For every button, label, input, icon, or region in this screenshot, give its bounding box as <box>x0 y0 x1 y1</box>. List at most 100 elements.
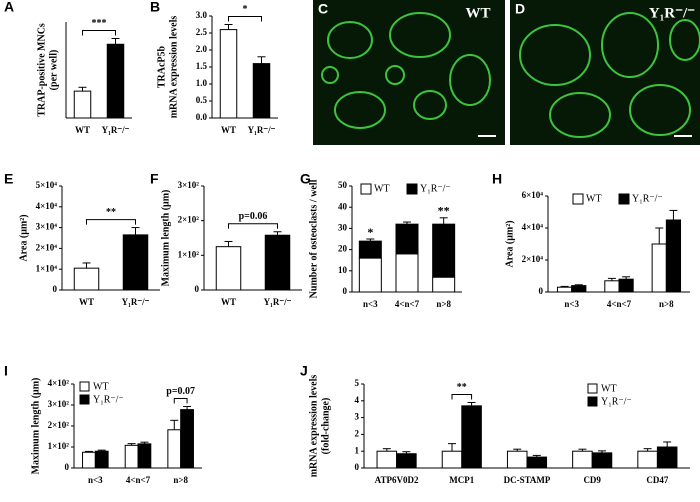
bar <box>618 278 634 293</box>
y-tick-label: 2×10² <box>178 215 200 225</box>
bar <box>137 443 152 469</box>
y-axis-label: Maximum length (μm) <box>160 190 171 287</box>
y-tick-label: 1×10² <box>48 441 70 451</box>
x-tick-label: WT <box>221 297 236 307</box>
y-tick-label: 1.0 <box>196 78 208 88</box>
panel-letter: G <box>300 171 311 187</box>
y-tick-label: 3×10² <box>178 180 200 190</box>
panel-letter: F <box>150 171 159 187</box>
y-tick-label: 2×10⁴ <box>522 254 544 264</box>
x-tick-label: Y₁R⁻/⁻ <box>122 297 150 307</box>
panel-letter: E <box>4 171 13 187</box>
y-tick-label: 0 <box>195 284 200 294</box>
y-axis-label: Maximum length (μm) <box>30 378 41 475</box>
significance-bracket <box>173 397 188 404</box>
x-tick-label: n<3 <box>363 299 378 309</box>
y-tick-label: 40 <box>338 201 348 211</box>
image <box>313 0 505 145</box>
y-tick-label: 10 <box>338 265 348 275</box>
bar-segment <box>432 276 456 293</box>
bar <box>591 452 613 469</box>
legend-label: WT <box>601 383 617 394</box>
x-tick-label: n<3 <box>88 475 103 485</box>
y-tick-label: 2.5 <box>196 27 208 37</box>
y-tick-label: 6×10⁴ <box>522 190 544 200</box>
y-tick-label: 1×10⁴ <box>36 263 58 273</box>
panel-letter: D <box>515 1 525 17</box>
x-tick-label: DC-STAMP <box>504 475 551 485</box>
bar <box>219 29 238 119</box>
legend-swatch <box>572 193 584 205</box>
significance-bracket <box>86 219 136 225</box>
y-axis-label: (per well) <box>48 50 59 91</box>
bar <box>604 280 620 293</box>
significance-bracket <box>228 223 278 229</box>
y-axis-label: (fold-change) <box>320 398 331 455</box>
legend-swatch <box>406 183 418 195</box>
bar-segment <box>358 240 382 259</box>
bar <box>572 450 593 469</box>
bar <box>376 450 398 469</box>
panel-letter: C <box>318 1 328 17</box>
x-tick-label: ATP6V0D2 <box>375 475 419 485</box>
cells <box>519 12 700 138</box>
annotation: ** <box>457 382 467 393</box>
legend-label: Y₁R⁻/⁻ <box>632 193 663 204</box>
y-tick-label: 4×10⁴ <box>36 201 58 211</box>
y-axis-label: Area (μm²) <box>504 220 515 267</box>
y-tick-label: 0 <box>65 462 70 472</box>
legend-swatch <box>79 381 90 392</box>
bar-segment <box>395 223 419 255</box>
panel-letter: A <box>4 0 14 15</box>
significance-bracket <box>451 393 473 400</box>
legend-swatch <box>618 193 630 205</box>
x-tick-label: Y₁R⁻/⁻ <box>248 125 276 135</box>
image <box>510 0 700 145</box>
y-tick-label: 50 <box>338 180 348 190</box>
bar <box>82 451 96 469</box>
bar <box>651 243 667 293</box>
x-tick-label: 4<n<7 <box>607 299 632 309</box>
x-tick-label: MCP1 <box>449 475 474 485</box>
y-tick-label: 0 <box>343 286 348 296</box>
annotation: *** <box>92 18 107 29</box>
y-axis-label: mRNA expression levels <box>308 375 319 478</box>
bar <box>264 234 291 291</box>
legend-label: WT <box>374 183 390 194</box>
y-axis-label: mRNA expression levels <box>168 16 179 119</box>
bar <box>73 267 100 291</box>
x-tick-label: 4<n<7 <box>126 475 151 485</box>
bar <box>461 405 482 469</box>
y-tick-label: 2 <box>355 428 360 438</box>
x-tick-label: Y₁R⁻/⁻ <box>264 297 292 307</box>
x-tick-label: WT <box>75 125 90 135</box>
bar <box>506 450 528 469</box>
annotation: * <box>243 4 248 15</box>
bar <box>665 219 682 293</box>
y-tick-label: 0 <box>539 286 544 296</box>
y-tick-label: 3×10⁴ <box>36 222 58 232</box>
y-axis-label: Number of osteoclasts / well <box>308 179 319 298</box>
y-tick-label: 5 <box>355 378 360 388</box>
y-tick-label: 2.0 <box>196 44 208 54</box>
bar <box>526 456 548 469</box>
legend-label: Y₁R⁻/⁻ <box>93 394 124 405</box>
x-tick-label: CD47 <box>646 475 668 485</box>
bar <box>215 246 242 291</box>
legend-label: Y₁R⁻/⁻ <box>420 183 451 194</box>
legend-label: WT <box>93 381 109 392</box>
bar <box>94 450 109 469</box>
bar-segment <box>395 253 419 293</box>
y-tick-label: 0 <box>53 284 58 294</box>
bar <box>124 444 139 469</box>
x-tick-label: CD9 <box>583 475 601 485</box>
x-tick-label: n<3 <box>564 299 579 309</box>
annotation: ** <box>106 207 116 218</box>
y-tick-label: 1.5 <box>196 61 208 71</box>
y-tick-label: 1×10² <box>178 249 200 259</box>
bar <box>106 43 125 119</box>
y-tick-label: 30 <box>338 222 348 232</box>
bar <box>73 90 92 119</box>
legend-label: WT <box>586 193 602 204</box>
panel-letter: I <box>4 363 8 379</box>
